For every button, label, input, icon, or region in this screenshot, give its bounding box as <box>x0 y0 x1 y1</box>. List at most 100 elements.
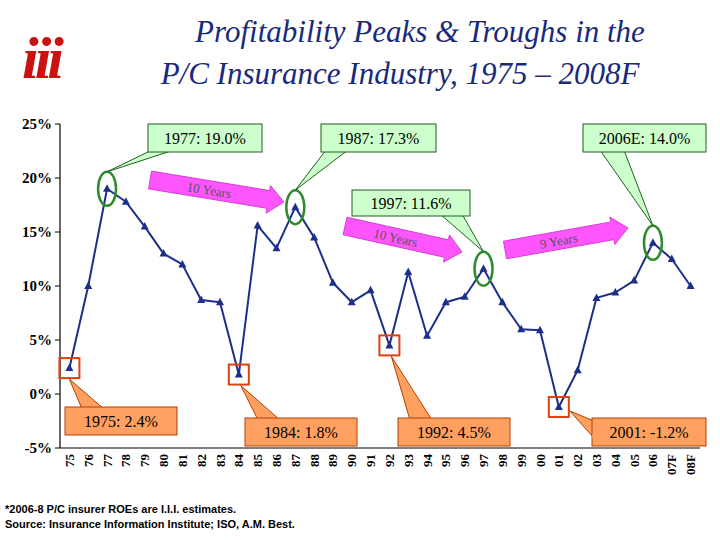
marker <box>348 298 356 306</box>
x-tick-label: 85 <box>250 454 265 468</box>
peak-callout-pointer <box>600 150 653 226</box>
span-arrow-shape <box>342 212 465 265</box>
span-arrow: 10 Years <box>342 212 465 265</box>
x-tick-label: 06 <box>645 454 660 468</box>
span-label: 9 Years <box>539 230 579 252</box>
y-tick <box>55 124 60 125</box>
peak-callout-seam <box>153 149 173 151</box>
trough-callout-label: 2001: -1.2% <box>609 424 688 441</box>
x-tick-label: 89 <box>325 454 340 468</box>
trough-highlight <box>229 365 249 385</box>
trough-callout-pointer <box>570 411 594 438</box>
y-tick <box>55 286 60 287</box>
marker <box>555 402 563 410</box>
footnote: Source: Insurance Information Institute;… <box>5 518 295 530</box>
y-tick-label: -5% <box>25 440 53 456</box>
trough-callout-box <box>398 418 510 446</box>
x-tick-label: 84 <box>231 454 246 468</box>
trough-callout-box <box>592 418 706 446</box>
marker <box>611 288 619 296</box>
x-tick-label: 05 <box>627 454 642 468</box>
x-tick-label: 86 <box>269 454 284 468</box>
x-tick-label: 78 <box>118 454 133 468</box>
span-arrow: 9 Years <box>503 214 631 264</box>
peak-callout-box <box>352 190 470 216</box>
span-arrow-shape <box>503 214 631 264</box>
x-tick-label: 90 <box>344 454 359 467</box>
trough-callout-box <box>65 407 177 435</box>
trough-highlight <box>549 397 569 417</box>
marker <box>668 255 676 263</box>
x-tick-label: 97 <box>476 454 491 468</box>
x-tick-label: 79 <box>137 454 152 468</box>
x-tick-label: 75 <box>62 454 77 468</box>
marker <box>687 282 695 290</box>
marker <box>254 221 262 229</box>
marker <box>329 278 337 286</box>
y-tick <box>55 178 60 179</box>
marker <box>574 366 582 374</box>
x-tick-label: 80 <box>156 454 171 467</box>
logo: iii <box>22 25 64 91</box>
peak-callout-seam <box>441 213 461 215</box>
trough-callout-pointer <box>69 379 104 409</box>
x-tick-label: 95 <box>438 454 453 468</box>
trough-callout-seam <box>593 421 595 438</box>
footnote: *2006-8 P/C insurer ROEs are I.I.I. esti… <box>5 503 236 515</box>
x-tick-label: 07F <box>664 454 679 475</box>
line <box>69 189 690 407</box>
y-tick <box>55 448 60 449</box>
x-tick-label: 00 <box>533 454 548 467</box>
marker <box>272 244 280 252</box>
trough-callout-label: 1984: 1.8% <box>264 424 338 441</box>
peak-highlight <box>286 190 304 224</box>
marker <box>461 292 469 300</box>
marker <box>160 249 168 257</box>
x-tick-label: 87 <box>288 454 303 468</box>
marker <box>291 203 299 211</box>
trough-callout-seam <box>411 419 431 421</box>
y-tick-label: 10% <box>22 278 52 294</box>
span-arrow-shape <box>148 166 287 216</box>
trough-callout-label: 1992: 4.5% <box>417 424 491 441</box>
trough-callout-label: 1975: 2.4% <box>84 413 158 430</box>
marker <box>592 293 600 301</box>
peak-highlight <box>98 172 116 206</box>
trough-highlight <box>379 335 399 355</box>
marker <box>630 276 638 284</box>
x-tick-label: 88 <box>307 454 322 468</box>
x-tick-label: 96 <box>457 454 472 468</box>
marker <box>404 267 412 275</box>
marker <box>178 260 186 268</box>
marker <box>65 364 73 372</box>
marker <box>197 296 205 304</box>
trough-callout-box <box>245 418 357 446</box>
marker <box>517 325 525 333</box>
x-tick-label: 77 <box>100 454 115 468</box>
span-label: 10 Years <box>372 226 419 250</box>
x-tick-label: 08F <box>683 454 698 475</box>
marker <box>536 326 544 334</box>
marker <box>103 184 111 192</box>
marker <box>122 197 130 205</box>
marker <box>216 298 224 306</box>
trough-callout-pointer <box>241 386 280 420</box>
peak-highlight <box>644 226 662 260</box>
y-tick-label: 0% <box>30 386 53 402</box>
span-label: 10 Years <box>186 179 233 201</box>
y-tick-label: 20% <box>22 170 52 186</box>
trough-highlight <box>59 358 79 378</box>
x-tick-label: 92 <box>382 454 397 467</box>
x-axis <box>60 447 700 448</box>
x-tick-label: 04 <box>608 454 623 468</box>
marker <box>235 370 243 378</box>
y-tick <box>55 340 60 341</box>
x-tick-label: 94 <box>420 454 435 468</box>
peak-callout-label: 1987: 17.3% <box>338 130 420 147</box>
marker <box>385 341 393 349</box>
peak-callout-pointer <box>107 150 174 172</box>
y-tick <box>55 232 60 233</box>
x-tick-label: 01 <box>551 454 566 467</box>
peak-callout-box <box>148 124 262 152</box>
trough-callout-seam <box>83 408 103 410</box>
